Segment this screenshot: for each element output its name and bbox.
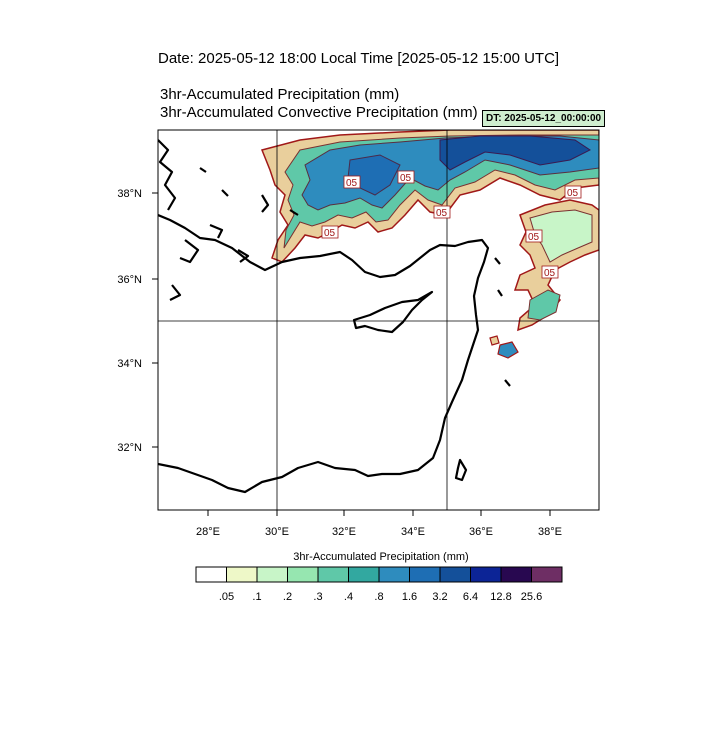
colorbar-swatch: [256, 566, 288, 583]
precip-area-east-south: [527, 289, 561, 321]
coastline-north: [158, 213, 490, 494]
lat-labels: 38°N 36°N 34°N 32°N: [117, 188, 142, 454]
colorbar-level-label: 12.8: [490, 591, 511, 603]
lat-label: 32°N: [117, 442, 142, 454]
map-content: [158, 130, 599, 494]
colorbar-swatch: [500, 566, 532, 583]
colorbar-swatch: [470, 566, 502, 583]
precip-core: [439, 135, 591, 171]
coastline: [158, 139, 511, 494]
lon-label: 30°E: [265, 526, 289, 538]
colorbar-title: 3hr-Accumulated Precipitation (mm): [293, 551, 469, 563]
contour-label: 05: [400, 173, 412, 184]
lon-label: 36°E: [469, 526, 493, 538]
lat-label: 38°N: [117, 188, 142, 200]
colorbar-swatch: [287, 566, 319, 583]
contour-label: 05: [324, 228, 336, 239]
colorbar-swatch: [195, 566, 227, 583]
contour-labels: 05 05 05 05 05 05 05: [321, 170, 582, 279]
colorbar-swatch: [531, 566, 563, 583]
colorbar-level-label: 25.6: [521, 591, 542, 603]
axis-ticks: [152, 192, 551, 516]
map-frame: [157, 129, 600, 511]
lon-label: 34°E: [401, 526, 425, 538]
graticule: [158, 130, 599, 510]
contour-label: 05: [567, 188, 579, 199]
colorbar-labels: .05 .1 .2 .3 .4 .8 1.6 3.2 6.4 12.8 25.6: [219, 591, 542, 603]
precip-area-levant: [497, 341, 519, 359]
contour-label: 05: [544, 268, 556, 279]
colorbar-swatch: [348, 566, 380, 583]
colorbar-swatch: [378, 566, 410, 583]
dt-badge: DT: 2025-05-12_00:00:00: [482, 110, 606, 127]
colorbar-level-label: .4: [344, 591, 353, 603]
lat-label: 34°N: [117, 358, 142, 370]
plot-title: Date: 2025-05-12 18:00 Local Time [2025-…: [158, 50, 560, 67]
colorbar-level-label: 6.4: [463, 591, 478, 603]
contour-label: 05: [346, 178, 358, 189]
contour-label: 05: [436, 208, 448, 219]
colorbar-level-label: .8: [374, 591, 383, 603]
colorbar: [195, 566, 563, 583]
colorbar-level-label: .05: [219, 591, 234, 603]
colorbar-swatch: [409, 566, 441, 583]
coastline-cyprus: [352, 290, 434, 334]
colorbar-swatch: [226, 566, 258, 583]
colorbar-level-label: .2: [283, 591, 292, 603]
lon-label: 38°E: [538, 526, 562, 538]
lon-label: 32°E: [332, 526, 356, 538]
colorbar-level-label: 1.6: [402, 591, 417, 603]
colorbar-swatch: [317, 566, 349, 583]
coastline-isles: [454, 257, 511, 482]
lat-label: 36°N: [117, 274, 142, 286]
precip-cell-small: [489, 335, 500, 346]
colorbar-swatch: [439, 566, 471, 583]
subtitle-precipitation: 3hr-Accumulated Precipitation (mm): [160, 86, 400, 103]
subtitle-convective: 3hr-Accumulated Convective Precipitation…: [160, 104, 478, 121]
contour-label: 05: [528, 232, 540, 243]
coastline-aegean: [158, 139, 299, 301]
colorbar-level-label: 3.2: [432, 591, 447, 603]
lon-label: 28°E: [196, 526, 220, 538]
colorbar-level-label: .3: [313, 591, 322, 603]
precipitation-field: [260, 130, 599, 359]
colorbar-level-label: .1: [252, 591, 261, 603]
lon-labels: 28°E 30°E 32°E 34°E 36°E 38°E: [196, 526, 562, 538]
